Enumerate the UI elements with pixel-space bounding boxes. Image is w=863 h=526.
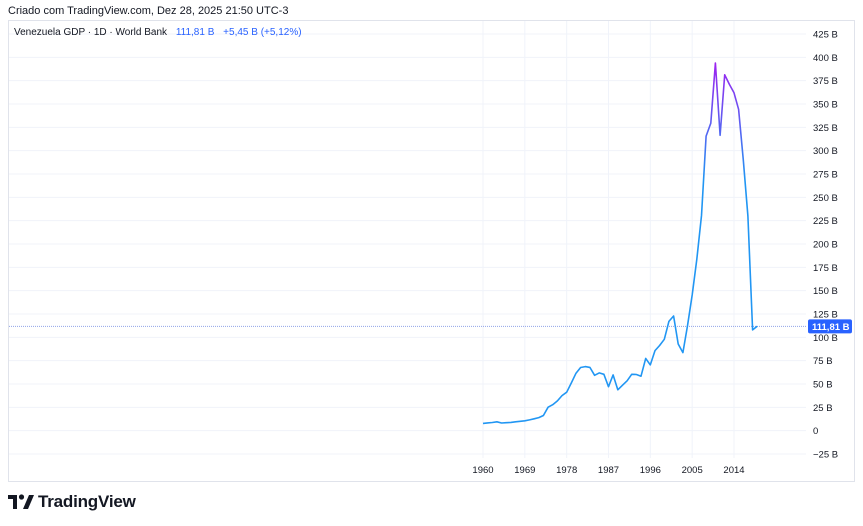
x-tick-label: 1969	[514, 465, 535, 476]
x-tick-label: 1996	[640, 465, 661, 476]
chart-panel	[8, 20, 855, 482]
y-tick-label: 275 B	[813, 170, 838, 181]
y-tick-label: 425 B	[813, 30, 838, 41]
y-tick-label: 25 B	[813, 403, 833, 414]
last-value-text: 111,81 B	[812, 322, 850, 333]
legend-change: +5,45 B (+5,12%)	[223, 27, 302, 38]
created-with-caption: Criado com TradingView.com, Dez 28, 2025…	[8, 5, 289, 17]
y-tick-label: 375 B	[813, 76, 838, 87]
y-tick-label: 300 B	[813, 146, 838, 157]
y-tick-label: 325 B	[813, 123, 838, 134]
x-tick-label: 2014	[723, 465, 744, 476]
last-value-badge: 111,81 B	[808, 319, 852, 334]
x-tick-label: 1987	[598, 465, 619, 476]
y-tick-label: 75 B	[813, 356, 833, 367]
tradingview-logo-icon	[8, 494, 34, 509]
legend-symbol: Venezuela GDP · 1D · World Bank	[14, 27, 168, 38]
data-points	[483, 63, 757, 423]
x-axis: 1960 1969 1978 1987 1996 2005 2014	[472, 465, 744, 476]
y-tick-label: 125 B	[813, 310, 838, 321]
y-tick-label: 175 B	[813, 263, 838, 274]
tradingview-logo-text: TradingView	[38, 492, 136, 511]
y-tick-label: 0	[813, 426, 818, 437]
y-tick-label: 100 B	[813, 333, 838, 344]
y-tick-label: 400 B	[813, 53, 838, 64]
y-axis: 425 B 400 B 375 B 350 B 325 B 300 B 275 B 250 B…	[813, 30, 838, 461]
y-tick-label: −25 B	[813, 450, 838, 461]
x-tick-label: 2005	[682, 465, 703, 476]
gdp-line	[482, 62, 758, 425]
y-tick-label: 250 B	[813, 193, 838, 204]
y-tick-label: 350 B	[813, 100, 838, 111]
legend-value: 111,81 B	[175, 27, 215, 38]
y-tick-label: 200 B	[813, 240, 838, 251]
y-tick-label: 150 B	[813, 286, 838, 297]
chart-legend: Venezuela GDP · 1D · World Bank 111,81 B…	[14, 27, 302, 38]
tradingview-logo[interactable]: TradingView	[8, 492, 136, 512]
x-tick-label: 1960	[472, 465, 493, 476]
y-tick-label: 50 B	[813, 380, 833, 391]
y-tick-label: 225 B	[813, 216, 838, 227]
grid-lines	[9, 21, 806, 458]
x-tick-label: 1978	[556, 465, 577, 476]
